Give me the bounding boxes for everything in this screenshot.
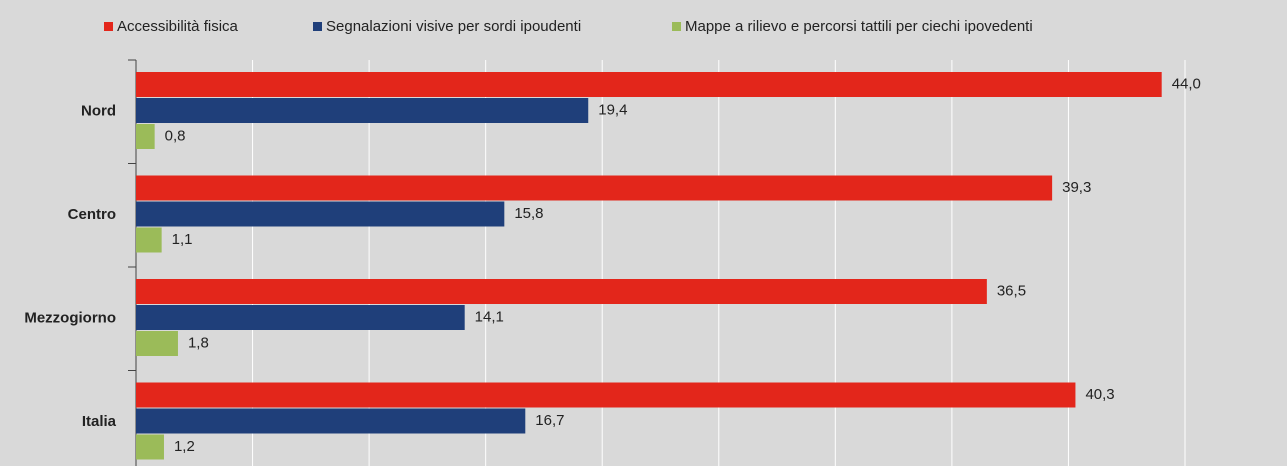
value-label: 14,1 (475, 308, 504, 325)
legend-swatch (104, 22, 113, 31)
bar (136, 227, 162, 253)
legend-swatch (672, 22, 681, 31)
bar (136, 434, 164, 460)
value-label: 1,1 (172, 231, 193, 248)
legend-label: Segnalazioni visive per sordi ipoudenti (326, 18, 581, 35)
legend-swatch (313, 22, 322, 31)
value-label: 15,8 (514, 205, 543, 222)
value-label: 39,3 (1062, 179, 1091, 196)
bar (136, 98, 589, 123)
legend-label: Accessibilità fisica (117, 18, 239, 35)
bar (136, 201, 505, 227)
legend-label: Mappe a rilievo e percorsi tattili per c… (685, 18, 1033, 35)
value-label: 0,8 (165, 127, 186, 144)
value-label: 40,3 (1085, 386, 1114, 403)
y-tick-label: Mezzogiorno (24, 310, 116, 327)
value-label: 16,7 (535, 412, 564, 429)
bar (136, 408, 526, 434)
value-label: 44,0 (1172, 75, 1201, 92)
value-label: 36,5 (997, 282, 1026, 299)
bar (136, 175, 1053, 201)
bar (136, 279, 987, 304)
value-label: 1,8 (188, 334, 209, 351)
y-tick-label: Italia (82, 413, 117, 430)
value-label: 19,4 (598, 101, 627, 118)
bar (136, 124, 155, 149)
y-tick-label: Nord (81, 103, 116, 120)
bar (136, 72, 1162, 97)
bar (136, 331, 178, 356)
bar (136, 305, 465, 330)
y-tick-label: Centro (68, 206, 116, 223)
bar (136, 382, 1076, 408)
value-label: 1,2 (174, 438, 195, 455)
